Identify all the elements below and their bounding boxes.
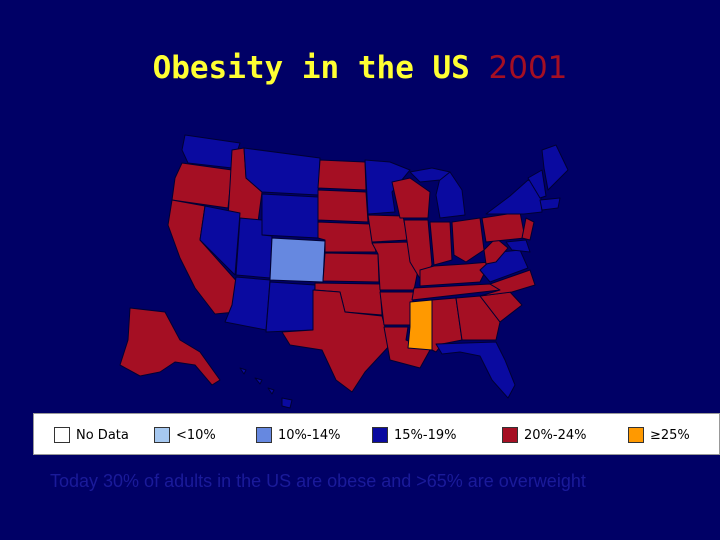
state-vermont-nh <box>527 169 547 199</box>
state-wisconsin <box>391 177 431 219</box>
legend-swatch-no-data <box>54 427 70 443</box>
state-georgia <box>455 295 501 341</box>
legend-label-no-data: No Data <box>76 427 129 443</box>
legend-swatch-under-10 <box>154 427 170 443</box>
state-maine <box>541 144 569 191</box>
state-washington <box>181 134 241 169</box>
state-indiana <box>429 221 453 266</box>
legend-swatch-10-14 <box>256 427 272 443</box>
state-colorado <box>269 237 326 283</box>
legend-item-25-plus: ≥25% <box>628 426 690 444</box>
state-utah <box>235 217 273 279</box>
state-nevada <box>199 205 241 276</box>
state-arkansas <box>379 291 415 326</box>
state-new-jersey <box>521 217 535 241</box>
state-nebraska <box>317 221 377 253</box>
state-montana <box>243 147 321 196</box>
state-south-dakota <box>317 189 369 223</box>
state-iowa <box>367 214 409 243</box>
state-hawaii <box>239 367 293 409</box>
legend-item-10-14: 10%-14% <box>256 426 340 444</box>
legend-item-20-24: 20%-24% <box>502 426 586 444</box>
state-north-dakota <box>317 159 367 191</box>
state-pennsylvania <box>481 211 526 243</box>
state-michigan-up <box>409 167 451 183</box>
legend-item-under-10: <10% <box>154 426 216 444</box>
legend-swatch-25-plus <box>628 427 644 443</box>
legend-label-15-19: 15%-19% <box>394 427 457 443</box>
legend-label-25-plus: ≥25% <box>650 427 690 443</box>
legend-label-20-24: 20%-24% <box>524 427 587 443</box>
state-ohio <box>451 217 485 263</box>
state-minnesota <box>364 159 411 215</box>
state-wyoming <box>261 193 319 239</box>
legend-label-10-14: 10%-14% <box>278 427 341 443</box>
legend-item-15-19: 15%-19% <box>372 426 456 444</box>
caption-text: Today 30% of adults in the US are obese … <box>50 471 586 491</box>
state-massachusetts <box>539 197 561 211</box>
title-year: 2001 <box>488 50 568 86</box>
state-mississippi <box>407 299 433 351</box>
title-text: Obesity in the US <box>152 50 470 86</box>
legend-swatch-15-19 <box>372 427 388 443</box>
state-oregon <box>171 162 233 209</box>
state-kansas <box>322 252 380 283</box>
legend-item-no-data: No Data <box>54 426 129 444</box>
state-new-mexico <box>265 281 316 333</box>
state-texas <box>281 289 391 393</box>
map-legend: No Data <10% 10%-14% 15%-19% 20%-24% ≥25… <box>33 413 720 455</box>
state-alaska <box>119 307 221 386</box>
legend-swatch-20-24 <box>502 427 518 443</box>
legend-label-under-10: <10% <box>176 427 216 443</box>
state-maryland <box>505 239 531 253</box>
map-title: Obesity in the US 2001 <box>0 50 720 86</box>
state-north-carolina <box>479 269 536 297</box>
state-florida <box>435 341 516 399</box>
state-arizona <box>224 276 271 331</box>
